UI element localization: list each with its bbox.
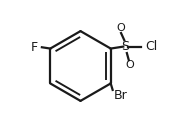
Text: O: O <box>125 60 134 70</box>
Text: O: O <box>116 23 125 33</box>
Text: Br: Br <box>113 89 127 102</box>
Text: Cl: Cl <box>145 40 157 53</box>
Text: F: F <box>31 41 38 54</box>
Text: S: S <box>122 40 130 53</box>
